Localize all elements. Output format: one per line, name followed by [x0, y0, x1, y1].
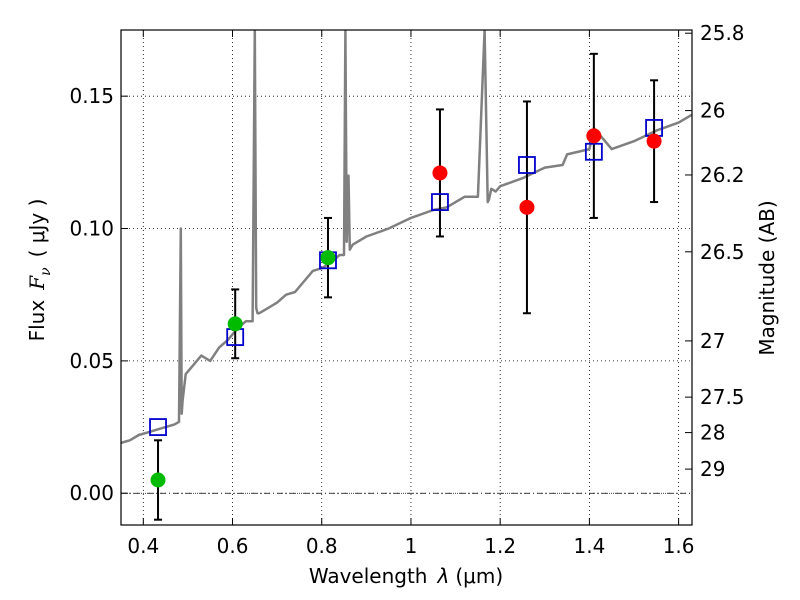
x-tick-label: 1.2 [484, 534, 516, 558]
y2-tick-label: 26.5 [700, 240, 745, 264]
y2-tick-label: 27.5 [700, 385, 745, 409]
green-data-point [150, 472, 166, 488]
model-point [584, 142, 603, 161]
x-tick-label: 0.4 [127, 534, 159, 558]
model-point [149, 418, 167, 436]
error-bars [154, 52, 659, 521]
green-data-point [320, 250, 336, 266]
spectrum-series [121, 30, 692, 445]
x-tick-label: 0.6 [217, 534, 249, 558]
spectrum-line [121, 30, 692, 445]
y-tick-labels: 0.00 0.05 0.10 0.15 [69, 84, 114, 505]
x-tick-label: 1 [405, 534, 418, 558]
x-tick-labels: 0.4 0.6 0.8 1 1.2 1.4 1.6 [127, 534, 694, 558]
plot-frame [120, 29, 693, 526]
axis-ticks [121, 30, 692, 525]
y2-tick-label: 27 [700, 329, 725, 353]
y-tick-label: 0.00 [69, 481, 114, 505]
y2-axis-label: Magnitude (AB) [755, 200, 779, 355]
red-data-point [646, 133, 662, 149]
y-axis-label: FluxFν( μJy ) [25, 199, 54, 342]
y-tick-label: 0.15 [69, 84, 114, 108]
model-point [518, 156, 536, 174]
x-tick-label: 0.8 [306, 534, 338, 558]
y2-tick-label: 25.8 [700, 21, 745, 45]
x-tick-label: 1.4 [573, 534, 605, 558]
red-data-point [432, 165, 448, 181]
y2-tick-label: 26 [700, 99, 725, 123]
x-axis-label: Wavelength λ (μm) [309, 564, 503, 588]
y2-tick-label: 26.2 [700, 163, 745, 187]
model-point [431, 193, 449, 211]
x-tick-label: 1.6 [663, 534, 695, 558]
green-data-point [227, 316, 243, 332]
y2-tick-label: 28 [700, 421, 725, 445]
red-data-point [519, 199, 535, 215]
y2-tick-label: 29 [700, 457, 725, 481]
y2-tick-labels: 25.8 26 26.2 26.5 27 27.5 28 29 [700, 21, 745, 481]
y-tick-label: 0.10 [69, 217, 114, 241]
observed-photometry-series [150, 128, 662, 488]
red-data-point [586, 128, 602, 144]
y-tick-label: 0.05 [69, 349, 114, 373]
model-photometry-series [149, 119, 663, 436]
grid-lines [121, 30, 692, 525]
